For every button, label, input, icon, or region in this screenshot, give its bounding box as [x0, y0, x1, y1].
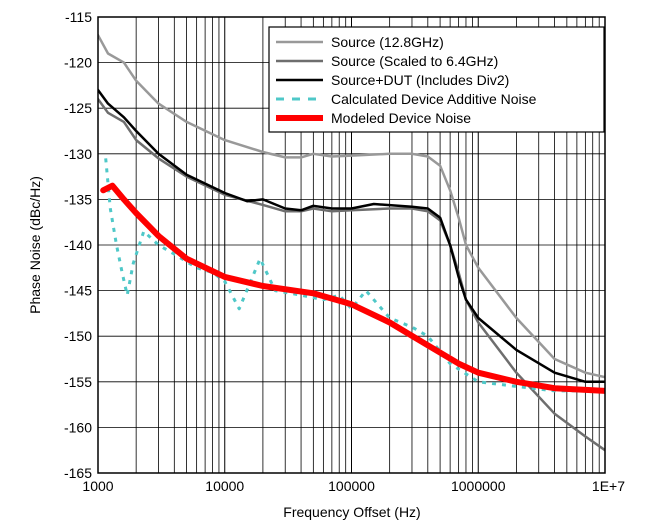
- series-line-4: [100, 182, 605, 394]
- y-axis-title: Phase Noise (dBc/Hz): [27, 176, 43, 314]
- y-tick-label: -115: [65, 9, 92, 25]
- y-tick-label: -160: [64, 419, 92, 435]
- y-tick-label: -125: [64, 100, 92, 116]
- y-tick-labels: -115 -120 -125 -130 -135 -140 -145 -150 -155 -160…: [64, 9, 92, 481]
- x-axis-title: Frequency Offset (Hz): [283, 504, 420, 520]
- x-tick-label: 10000: [205, 478, 244, 494]
- x-tick-labels: 1000 10000 100000 1000000 1E+7: [82, 478, 625, 494]
- series-line-2: [98, 88, 605, 384]
- series-line-0: [98, 33, 605, 379]
- x-tick-label: 100000: [328, 478, 375, 494]
- legend-label: Calculated Device Additive Noise: [331, 91, 537, 107]
- x-tick-label: 1000: [82, 478, 113, 494]
- y-tick-label: -155: [64, 374, 92, 390]
- series-line-3: [104, 158, 605, 393]
- y-tick-label: -150: [64, 328, 92, 344]
- legend-label: Source+DUT (Includes Div2): [331, 72, 509, 88]
- y-tick-label: -140: [64, 237, 92, 253]
- legend-box: [268, 26, 605, 133]
- plot-frame: [97, 16, 606, 474]
- series-line-1: [98, 97, 605, 452]
- x-tick-label: 1E+7: [592, 478, 625, 494]
- legend-label: Modeled Device Noise: [331, 110, 471, 126]
- y-tick-label: -130: [64, 146, 92, 162]
- y-tick-label: -120: [64, 55, 92, 71]
- y-tick-label: -135: [64, 191, 92, 207]
- x-tick-label: 1000000: [451, 478, 506, 494]
- legend: Source (12.8GHz) Source (Scaled to 6.4GHz…: [268, 26, 605, 133]
- series-lines: [98, 33, 605, 452]
- y-tick-label: -145: [64, 283, 92, 299]
- legend-label: Source (Scaled to 6.4GHz): [331, 53, 498, 69]
- legend-label: Source (12.8GHz): [331, 34, 444, 50]
- y-tick-label: -165: [64, 465, 92, 481]
